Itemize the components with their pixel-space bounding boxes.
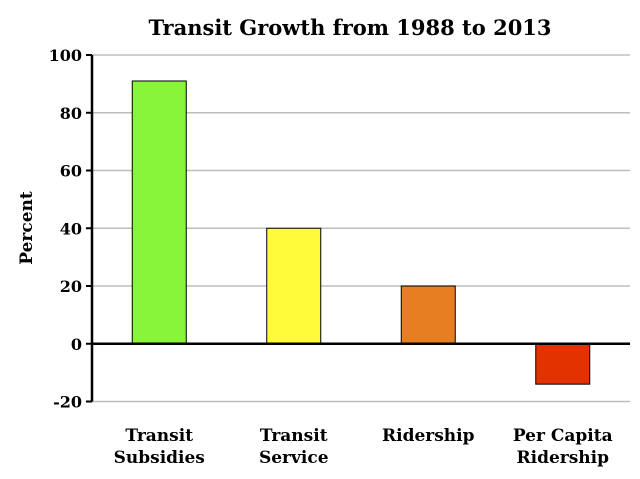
x-tick-label: Transit xyxy=(260,426,328,446)
x-tick-label: Ridership xyxy=(382,426,475,446)
bar xyxy=(266,227,322,345)
x-tick-label: Per Capita xyxy=(513,426,613,446)
y-tick-label: 80 xyxy=(60,104,82,123)
y-tick-label: 40 xyxy=(60,219,82,238)
y-tick-label: 20 xyxy=(60,277,82,296)
y-tick-label: -20 xyxy=(53,393,82,412)
chart-title: Transit Growth from 1988 to 2013 xyxy=(148,15,551,40)
y-tick-label: 0 xyxy=(71,335,82,354)
y-tick-label: 60 xyxy=(60,162,82,181)
y-tick-label: 100 xyxy=(49,46,82,65)
x-tick-label: Transit xyxy=(125,426,193,446)
x-tick-label: Subsidies xyxy=(114,448,205,468)
bar xyxy=(131,80,187,345)
y-axis-label: Percent xyxy=(17,191,37,265)
bar xyxy=(535,343,591,385)
bar xyxy=(400,285,456,345)
x-tick-label: Service xyxy=(259,448,329,468)
x-tick-label: Ridership xyxy=(516,448,609,468)
